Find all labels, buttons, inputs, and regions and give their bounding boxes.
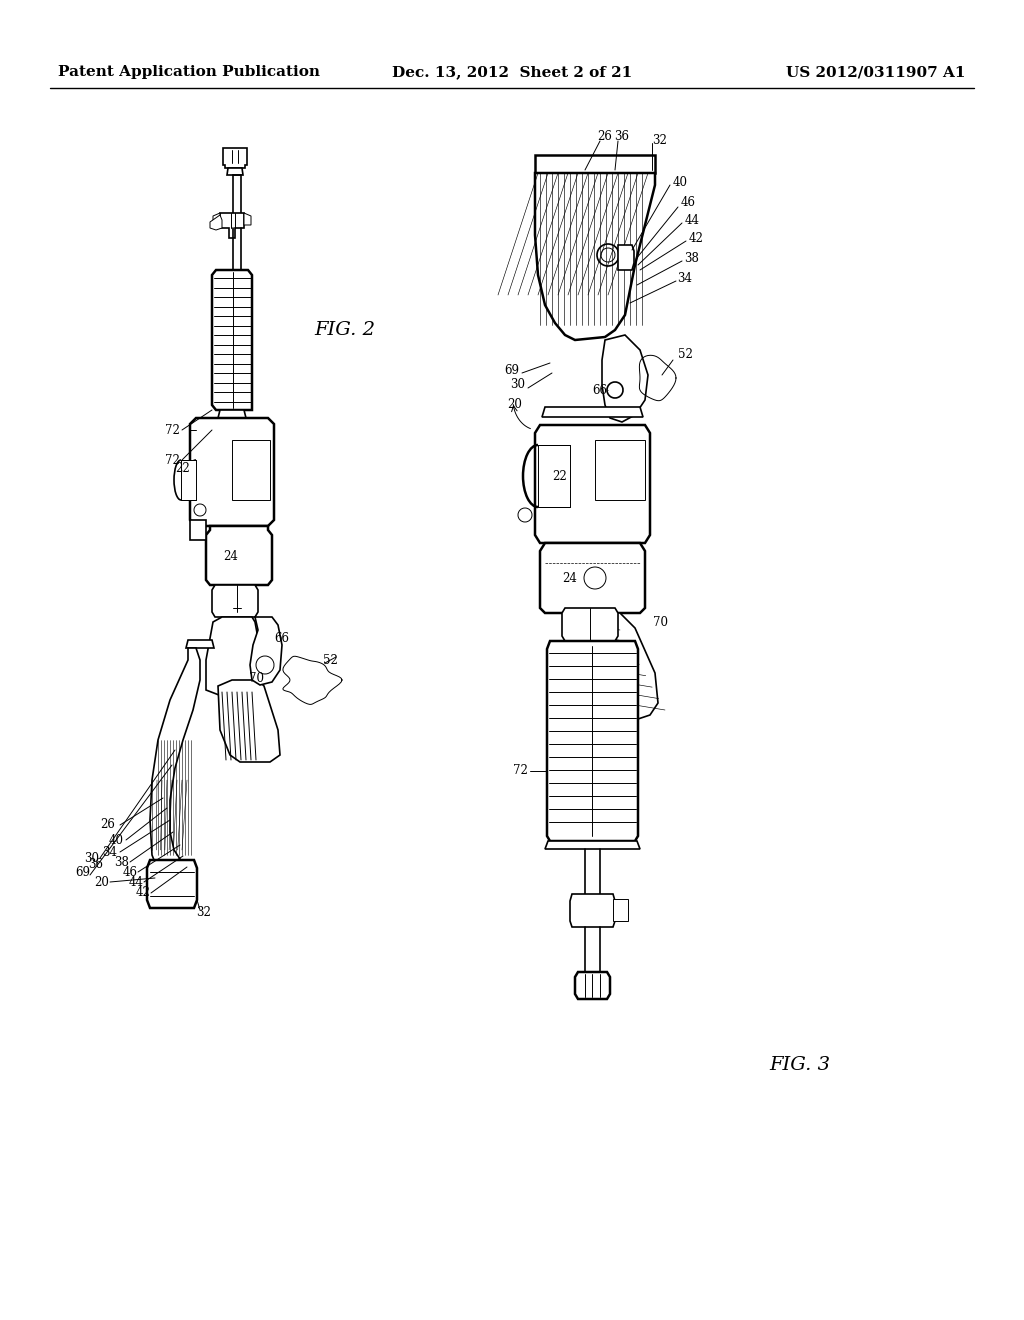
Text: 38: 38 — [115, 855, 129, 869]
Polygon shape — [218, 680, 280, 762]
Text: 40: 40 — [673, 177, 687, 190]
Polygon shape — [212, 585, 258, 616]
Text: 66: 66 — [593, 384, 607, 396]
Text: 30: 30 — [511, 379, 525, 392]
Text: 44: 44 — [684, 214, 699, 227]
Polygon shape — [250, 616, 282, 685]
Polygon shape — [213, 213, 220, 224]
Text: 66: 66 — [274, 631, 290, 644]
Polygon shape — [223, 148, 247, 168]
Text: 42: 42 — [688, 231, 703, 244]
Polygon shape — [540, 543, 645, 612]
Polygon shape — [232, 440, 270, 500]
Polygon shape — [244, 213, 251, 224]
Text: 26: 26 — [100, 818, 116, 832]
Text: FIG. 3: FIG. 3 — [769, 1056, 830, 1074]
Text: 69: 69 — [505, 363, 519, 376]
Polygon shape — [545, 841, 640, 849]
Text: 36: 36 — [88, 858, 103, 871]
Polygon shape — [542, 407, 643, 417]
Polygon shape — [190, 520, 206, 540]
Text: Dec. 13, 2012  Sheet 2 of 21: Dec. 13, 2012 Sheet 2 of 21 — [392, 65, 632, 79]
Polygon shape — [535, 173, 655, 341]
Text: FIG. 2: FIG. 2 — [314, 321, 376, 339]
Text: 70: 70 — [652, 616, 668, 630]
Text: 32: 32 — [197, 906, 211, 919]
Text: 26: 26 — [598, 131, 612, 144]
Polygon shape — [218, 411, 246, 418]
Polygon shape — [595, 440, 645, 500]
Polygon shape — [535, 425, 650, 543]
Text: 30: 30 — [85, 851, 99, 865]
Text: 34: 34 — [102, 846, 118, 858]
Polygon shape — [535, 154, 655, 173]
Text: 42: 42 — [135, 887, 151, 899]
Polygon shape — [181, 459, 196, 500]
Text: 46: 46 — [681, 197, 695, 210]
Text: 40: 40 — [109, 833, 124, 846]
Polygon shape — [206, 525, 272, 585]
Text: 24: 24 — [562, 572, 578, 585]
Text: 52: 52 — [678, 348, 692, 362]
Text: Patent Application Publication: Patent Application Publication — [58, 65, 319, 79]
Text: US 2012/0311907 A1: US 2012/0311907 A1 — [786, 65, 966, 79]
Text: 70: 70 — [249, 672, 263, 685]
Text: 69: 69 — [76, 866, 90, 879]
Polygon shape — [186, 640, 214, 648]
Text: 72: 72 — [165, 454, 179, 466]
Polygon shape — [190, 418, 274, 525]
Text: 20: 20 — [508, 399, 522, 412]
Polygon shape — [547, 642, 638, 841]
Polygon shape — [147, 861, 197, 908]
Polygon shape — [227, 168, 243, 176]
Text: 36: 36 — [614, 131, 630, 144]
Polygon shape — [602, 335, 648, 422]
Polygon shape — [562, 609, 618, 642]
Polygon shape — [613, 899, 628, 921]
Polygon shape — [570, 894, 615, 927]
Polygon shape — [212, 271, 252, 411]
Text: 32: 32 — [652, 133, 668, 147]
Text: 34: 34 — [678, 272, 692, 285]
Text: 72: 72 — [513, 764, 527, 777]
Polygon shape — [220, 213, 244, 238]
Text: 52: 52 — [323, 653, 338, 667]
Text: 20: 20 — [94, 875, 110, 888]
Text: 24: 24 — [223, 550, 239, 564]
Text: 22: 22 — [553, 470, 567, 483]
Polygon shape — [206, 616, 262, 696]
Polygon shape — [618, 246, 634, 271]
Polygon shape — [210, 215, 222, 230]
Polygon shape — [575, 972, 610, 999]
Text: 72: 72 — [165, 424, 179, 437]
Text: 44: 44 — [128, 875, 143, 888]
Text: 38: 38 — [685, 252, 699, 264]
Text: 22: 22 — [176, 462, 190, 474]
Polygon shape — [150, 648, 200, 882]
Polygon shape — [585, 612, 658, 721]
Polygon shape — [538, 445, 570, 507]
Text: 46: 46 — [123, 866, 137, 879]
